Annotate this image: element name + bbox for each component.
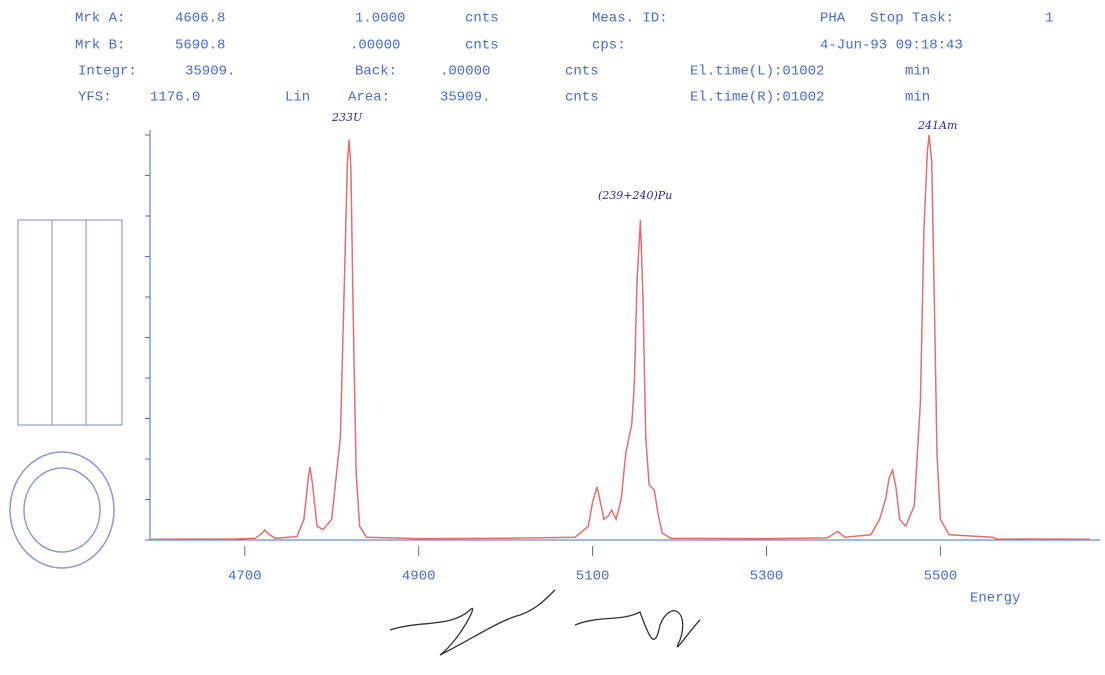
- header-field: El.time(L):01002: [690, 64, 824, 80]
- header-field: Integr:: [78, 64, 137, 80]
- header-field: Back:: [355, 64, 397, 80]
- x-tick-label: 5500: [924, 569, 958, 585]
- header-field: Lin: [285, 90, 310, 106]
- x-axis-label: Energy: [970, 591, 1020, 607]
- peak-label: 233U: [331, 111, 363, 124]
- header-field: Mrk B:: [75, 38, 125, 54]
- peak-label: (239+240)Pu: [598, 189, 672, 202]
- peak-label: 241Am: [917, 119, 957, 132]
- header-field: 35909.: [440, 90, 490, 106]
- header-field: min: [905, 64, 930, 80]
- header-field: .00000: [440, 64, 490, 80]
- header-field: 4606.8: [175, 11, 225, 27]
- x-tick-label: 5300: [750, 569, 784, 585]
- header-field: .00000: [350, 38, 400, 54]
- x-tick-label: 4900: [402, 569, 436, 585]
- header-field: 35909.: [185, 64, 235, 80]
- header-field: PHA: [820, 11, 846, 27]
- header-field: cps:: [592, 38, 626, 54]
- header-field: 4-Jun-93 09:18:43: [820, 38, 963, 54]
- header-field: Mrk A:: [75, 11, 125, 27]
- header-field: 1.0000: [355, 11, 405, 27]
- x-tick-label: 5100: [576, 569, 610, 585]
- header-field: cnts: [565, 90, 599, 106]
- header-field: cnts: [465, 38, 499, 54]
- header-field: 1176.0: [150, 90, 200, 106]
- header-field: El.time(R):01002: [690, 90, 824, 106]
- header-field: 1: [1045, 11, 1053, 27]
- header-field: 5690.8: [175, 38, 225, 54]
- header-field: cnts: [565, 64, 599, 80]
- header-field: Area:: [348, 90, 390, 106]
- header-field: Stop Task:: [870, 11, 954, 27]
- header-field: cnts: [465, 11, 499, 27]
- header-field: YFS:: [78, 90, 112, 106]
- header-field: min: [905, 90, 930, 106]
- stamp-box: [17, 219, 123, 426]
- x-tick-label: 4700: [228, 569, 262, 585]
- spectrum-line: [149, 134, 1091, 541]
- header-field: Meas. ID:: [592, 11, 668, 27]
- round-seal: [9, 451, 115, 569]
- signatures: [389, 589, 701, 656]
